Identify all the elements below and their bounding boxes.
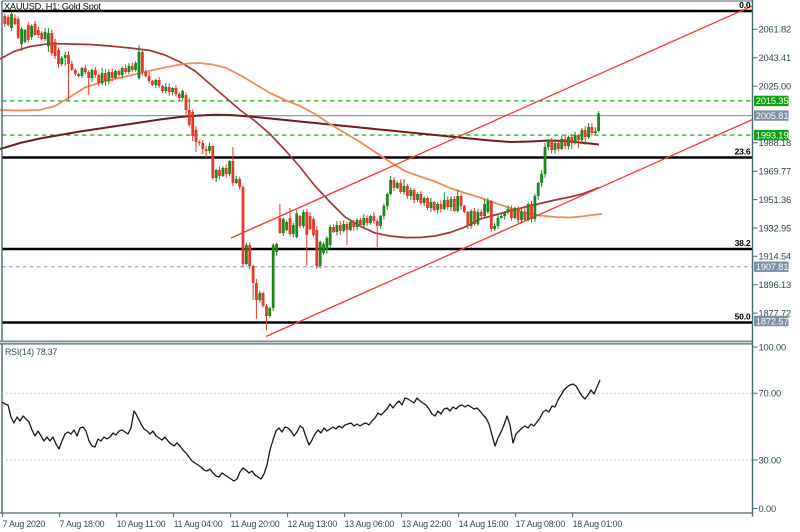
svg-text:1932.95: 1932.95 xyxy=(759,223,792,233)
svg-text:2005.81: 2005.81 xyxy=(756,111,789,121)
svg-text:7 Aug 18:00: 7 Aug 18:00 xyxy=(60,519,105,529)
svg-text:1993.19: 1993.19 xyxy=(756,130,789,140)
svg-text:50.0: 50.0 xyxy=(735,311,751,321)
svg-text:2015.35: 2015.35 xyxy=(756,96,789,106)
svg-text:2061.82: 2061.82 xyxy=(759,25,792,35)
svg-text:38.2: 38.2 xyxy=(735,238,751,248)
svg-text:1907.81: 1907.81 xyxy=(756,262,789,272)
svg-text:100.00: 100.00 xyxy=(759,342,787,352)
svg-text:1988.18: 1988.18 xyxy=(759,138,792,148)
svg-text:70.00: 70.00 xyxy=(759,389,782,399)
svg-text:10 Aug 11:00: 10 Aug 11:00 xyxy=(117,519,166,529)
svg-text:0.00: 0.00 xyxy=(759,504,777,514)
svg-text:12 Aug 13:00: 12 Aug 13:00 xyxy=(288,519,338,529)
svg-text:23.6: 23.6 xyxy=(735,146,751,156)
svg-text:1896.13: 1896.13 xyxy=(759,280,792,290)
svg-text:1872.57: 1872.57 xyxy=(756,316,789,326)
svg-text:0.0: 0.0 xyxy=(739,0,751,10)
svg-text:13 Aug 22:00: 13 Aug 22:00 xyxy=(402,519,452,529)
svg-text:7 Aug 2020: 7 Aug 2020 xyxy=(3,519,46,529)
svg-text:1951.36: 1951.36 xyxy=(759,195,792,205)
svg-text:1969.77: 1969.77 xyxy=(759,167,792,177)
svg-text:2043.41: 2043.41 xyxy=(759,53,792,63)
svg-text:13 Aug 06:00: 13 Aug 06:00 xyxy=(345,519,395,529)
svg-text:2025.00: 2025.00 xyxy=(759,81,792,91)
svg-text:11 Aug 04:00: 11 Aug 04:00 xyxy=(174,519,223,529)
svg-text:14 Aug 15:00: 14 Aug 15:00 xyxy=(459,519,509,529)
svg-text:1914.54: 1914.54 xyxy=(759,252,792,262)
svg-text:30.00: 30.00 xyxy=(759,455,782,465)
svg-text:18 Aug 01:00: 18 Aug 01:00 xyxy=(573,519,623,529)
svg-text:11 Aug 20:00: 11 Aug 20:00 xyxy=(231,519,280,529)
svg-text:RSI(14) 78.37: RSI(14) 78.37 xyxy=(5,347,57,357)
svg-text:1877.72: 1877.72 xyxy=(759,308,792,318)
svg-text:17 Aug 08:00: 17 Aug 08:00 xyxy=(516,519,566,529)
svg-text:XAUUSD, H1: Gold Spot: XAUUSD, H1: Gold Spot xyxy=(4,1,102,11)
